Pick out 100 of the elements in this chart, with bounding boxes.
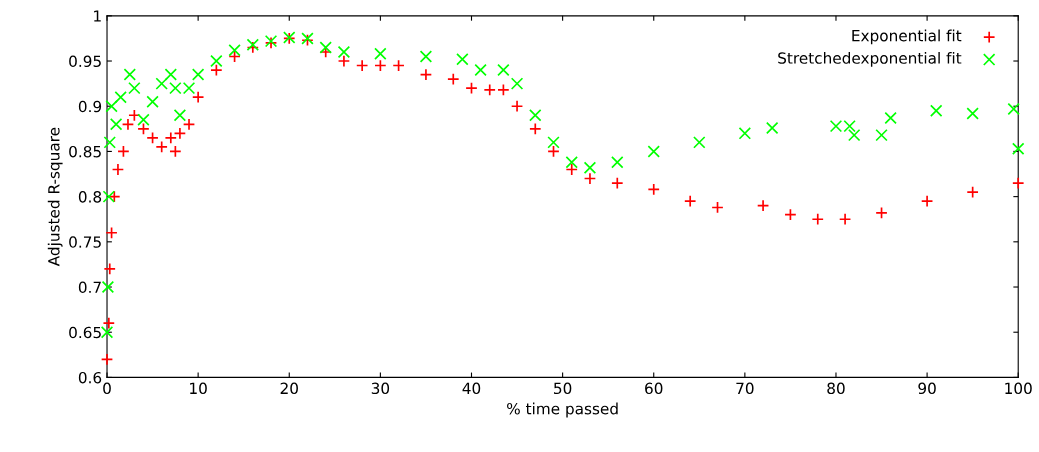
point xyxy=(337,54,351,68)
point xyxy=(111,163,125,176)
point xyxy=(765,121,779,135)
point xyxy=(875,128,888,142)
x-tick-label: 50 xyxy=(554,382,572,395)
point xyxy=(319,41,332,54)
x-tick-label: 30 xyxy=(371,382,390,395)
y-tick-label: 0.85 xyxy=(69,145,101,158)
x-tick-label: 10 xyxy=(190,382,207,395)
x-tick-label: 70 xyxy=(736,382,754,395)
point xyxy=(583,161,597,174)
point xyxy=(483,83,496,97)
point xyxy=(966,185,979,199)
x-tick-label: 20 xyxy=(280,382,298,395)
point xyxy=(884,111,897,125)
point xyxy=(146,95,159,108)
point xyxy=(683,194,697,208)
point xyxy=(920,194,934,208)
point xyxy=(497,63,510,77)
point xyxy=(102,190,116,203)
point xyxy=(114,90,127,104)
point xyxy=(838,213,852,226)
point xyxy=(447,72,460,86)
point xyxy=(711,201,724,214)
point xyxy=(100,353,114,366)
point xyxy=(847,128,861,142)
y-axis-title: Adjusted R-square xyxy=(47,127,63,267)
point xyxy=(1012,176,1025,190)
point xyxy=(875,206,888,220)
point xyxy=(784,208,797,221)
point xyxy=(756,199,770,212)
point xyxy=(103,262,116,276)
point xyxy=(100,326,114,339)
point xyxy=(419,68,433,81)
point xyxy=(1007,102,1020,116)
point xyxy=(929,104,943,117)
point xyxy=(374,47,387,61)
point xyxy=(173,127,187,140)
point xyxy=(811,213,824,226)
point xyxy=(137,113,150,126)
point xyxy=(611,156,624,169)
point xyxy=(647,183,660,196)
x-tick-label: 0 xyxy=(103,382,111,395)
point xyxy=(565,156,578,169)
x-tick-label: 60 xyxy=(645,382,663,395)
point xyxy=(169,145,182,158)
point xyxy=(117,145,130,158)
x-axis-title: % time passed xyxy=(507,402,618,418)
point xyxy=(419,50,433,63)
x-tick-label: 80 xyxy=(827,382,845,395)
point xyxy=(1012,142,1025,155)
point xyxy=(105,100,118,113)
point xyxy=(547,136,560,149)
legend-label: Stretchedexponential fit xyxy=(778,51,962,67)
point xyxy=(155,140,168,154)
point xyxy=(155,77,168,90)
x-tick-label: 100 xyxy=(1005,382,1032,395)
point xyxy=(693,136,706,149)
point xyxy=(611,176,624,190)
point xyxy=(510,77,524,90)
y-tick-label: 0.9 xyxy=(78,100,102,113)
x-tick-label: 90 xyxy=(918,382,936,395)
y-tick-label: 0.8 xyxy=(78,191,102,203)
point xyxy=(529,109,542,122)
point xyxy=(456,52,469,66)
y-tick-label: 0.95 xyxy=(69,55,101,68)
point xyxy=(529,122,542,136)
point xyxy=(465,81,478,95)
point xyxy=(228,50,241,63)
point xyxy=(103,136,116,149)
x-tick-label: 40 xyxy=(462,382,481,395)
point xyxy=(164,68,178,81)
point xyxy=(510,100,524,113)
point xyxy=(228,43,241,57)
y-tick-label: 0.6 xyxy=(78,371,102,384)
point xyxy=(164,131,178,145)
point xyxy=(128,81,141,95)
point xyxy=(146,131,159,145)
point xyxy=(547,145,560,158)
point xyxy=(128,109,141,122)
y-tick-label: 0.7 xyxy=(78,281,101,294)
y-tick-label: 1 xyxy=(94,10,101,22)
y-tick-label: 0.75 xyxy=(69,236,101,248)
point xyxy=(137,122,150,136)
point xyxy=(191,90,205,104)
point xyxy=(374,59,387,72)
point xyxy=(355,59,369,72)
point xyxy=(738,127,752,140)
point xyxy=(123,68,137,81)
y-tick-label: 0.65 xyxy=(69,326,101,339)
point xyxy=(173,109,187,122)
point xyxy=(966,107,979,120)
point xyxy=(121,118,135,131)
point xyxy=(337,45,351,59)
point xyxy=(102,316,116,330)
point xyxy=(191,68,205,81)
legend-label: Exponential fit xyxy=(852,29,962,45)
point xyxy=(474,63,487,77)
point xyxy=(182,118,196,131)
point xyxy=(392,59,405,72)
